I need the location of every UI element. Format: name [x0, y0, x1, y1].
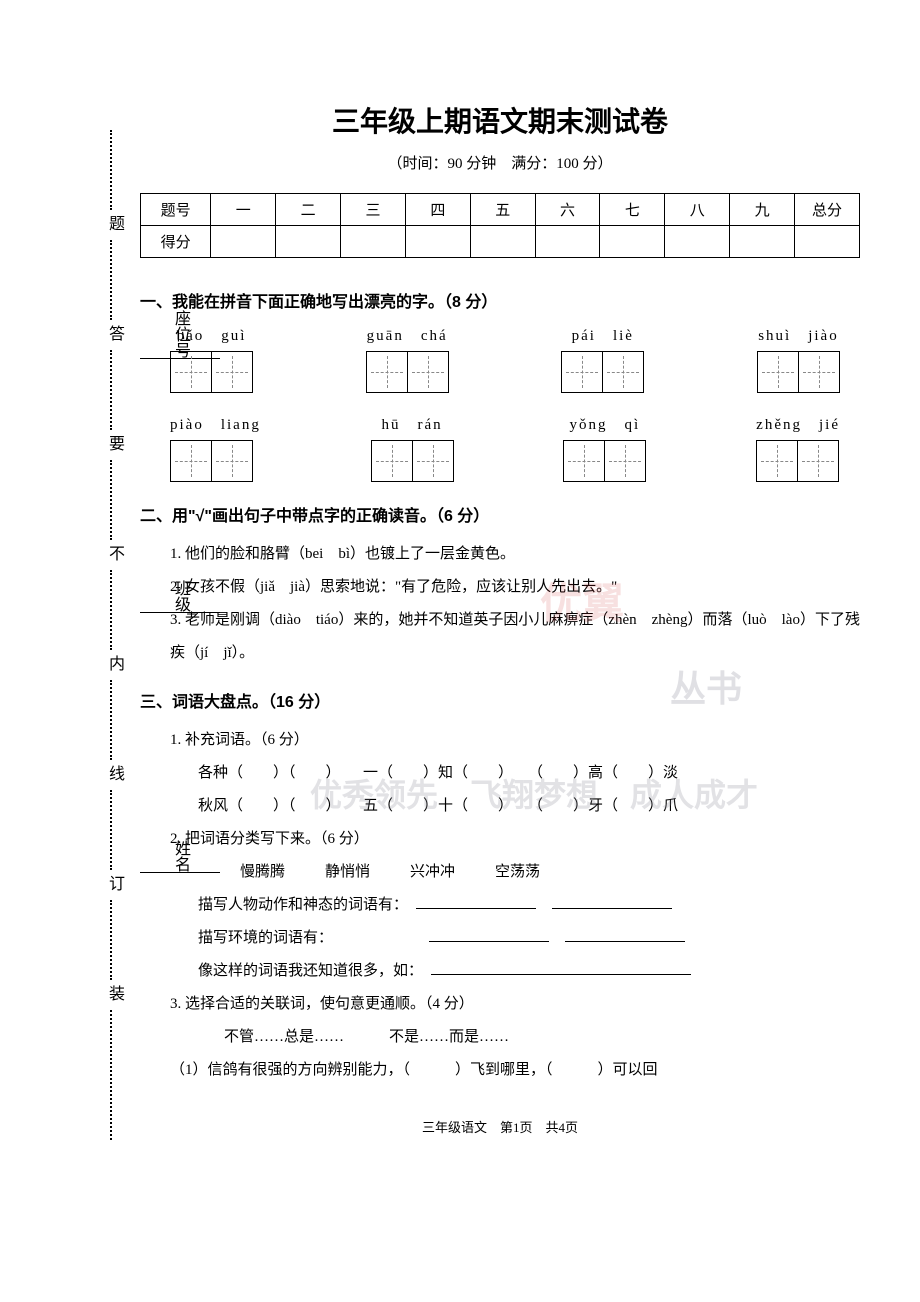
marker-zhuang: 装 [102, 985, 126, 1003]
page-subtitle: （时间：90 分钟 满分：100 分） [140, 152, 860, 173]
char-box [170, 440, 212, 482]
char-box [757, 351, 799, 393]
q3-sub2-line2: 描写环境的词语有： [170, 922, 860, 955]
q3-sub3-title: 3. 选择合适的关联词，使句意更通顺。（4 分） [170, 988, 860, 1021]
q3-sub1-line2: 秋风（ ）（ ） 五（ ）十（ ） （ ）牙（ ）爪 [170, 790, 860, 823]
score-table: 题号 一 二 三 四 五 六 七 八 九 总分 得分 [140, 193, 860, 258]
q2-line2: 2. 女孩不假（jiǎ jià）思索地说："有了危险，应该让别人先出去。" [170, 571, 860, 604]
q3-sub2-title: 2. 把词语分类写下来。（6 分） [170, 823, 860, 856]
q1-title: 一、我能在拼音下面正确地写出漂亮的字。（8 分） [140, 288, 860, 312]
page-footer: 三年级语文 第1页 共4页 [140, 1117, 860, 1136]
page-title: 三年级上期语文期末测试卷 [140, 100, 860, 140]
char-box [211, 351, 253, 393]
pinyin-row-1: bǎo guì guān chá pái liè shuì jiào [140, 324, 860, 393]
q3-sub2-line1: 描写人物动作和神态的词语有： [170, 889, 860, 922]
marker-da: 答 [102, 325, 126, 343]
char-box [798, 351, 840, 393]
q3-sub3-options: 不管……总是…… 不是……而是…… [170, 1021, 860, 1054]
q3-sub2-words: 慢腾腾 静悄悄 兴冲冲 空荡荡 [170, 856, 860, 889]
char-box [602, 351, 644, 393]
char-box [563, 440, 605, 482]
table-row: 得分 [141, 226, 860, 258]
q2-line1: 1. 他们的脸和胳臂（bei bì）也镀上了一层金黄色。 [170, 538, 860, 571]
marker-yao: 要 [102, 435, 126, 453]
q3-sub3-line: （1）信鸽有很强的方向辨别能力，（ ）飞到哪里，（ ）可以回 [170, 1054, 860, 1087]
char-box [604, 440, 646, 482]
char-box [561, 351, 603, 393]
char-box [412, 440, 454, 482]
char-box [756, 440, 798, 482]
char-box [797, 440, 839, 482]
q3-title: 三、词语大盘点。（16 分） [140, 688, 860, 712]
q3-sub2-line3: 像这样的词语我还知道很多，如： [170, 955, 860, 988]
marker-bu: 不 [102, 545, 126, 563]
marker-nei: 内 [102, 655, 126, 673]
marker-xian: 线 [102, 765, 126, 783]
q2-line3: 3. 老师是刚调（diào tiáo）来的，她并不知道英子因小儿麻痹症（zhèn… [170, 604, 860, 670]
char-box [407, 351, 449, 393]
marker-ti: 题 [102, 215, 126, 233]
char-box [366, 351, 408, 393]
q2-title: 二、用"√"画出句子中带点字的正确读音。（6 分） [140, 502, 860, 526]
q3-sub1-line1: 各种（ ）（ ） 一（ ）知（ ） （ ）高（ ）淡 [170, 757, 860, 790]
q3-sub1-title: 1. 补充词语。（6 分） [170, 724, 860, 757]
binding-margin: 题 答 要 不 内 线 订 装 座位号 班级 姓名 [90, 130, 120, 1180]
pinyin-row-2: piào liang hū rán yǒng qì zhěng jié [140, 413, 860, 482]
char-box [211, 440, 253, 482]
char-box [170, 351, 212, 393]
marker-ding: 订 [102, 875, 126, 893]
table-row: 题号 一 二 三 四 五 六 七 八 九 总分 [141, 194, 860, 226]
char-box [371, 440, 413, 482]
